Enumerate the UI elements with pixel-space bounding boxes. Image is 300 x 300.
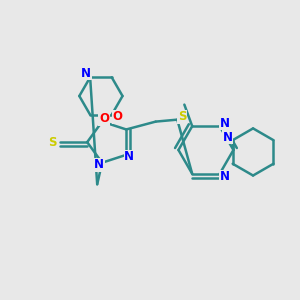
Text: N: N: [220, 170, 230, 183]
Text: N: N: [124, 150, 134, 163]
Text: N: N: [94, 158, 104, 171]
Text: N: N: [223, 131, 233, 144]
Text: O: O: [99, 112, 109, 125]
Text: N: N: [220, 117, 230, 130]
Text: S: S: [178, 110, 186, 123]
Text: S: S: [49, 136, 57, 148]
Text: O: O: [112, 110, 123, 123]
Text: N: N: [81, 67, 91, 80]
